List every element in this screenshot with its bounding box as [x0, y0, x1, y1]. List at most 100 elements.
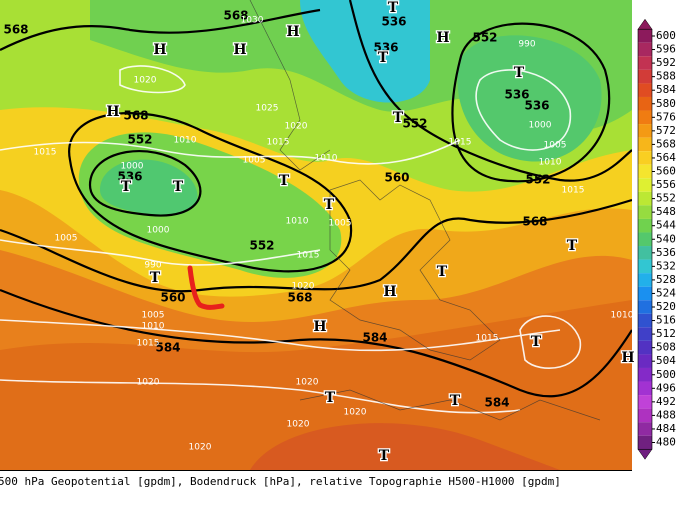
pressure-label: 990 [144, 261, 161, 271]
colorbar-label: 492 [656, 395, 676, 408]
pressure-label: 1000 [147, 226, 170, 236]
pressure-label: 1000 [121, 162, 144, 172]
colorbar-label: 512 [656, 327, 676, 340]
pressure-label: 1025 [256, 104, 279, 114]
colorbar-label: 600 [656, 29, 676, 42]
pressure-center: H [106, 104, 119, 120]
pressure-label: 1020 [189, 443, 212, 453]
colorbar-label: 540 [656, 232, 676, 245]
colorbar-cell [638, 164, 652, 179]
pressure-center: T [379, 448, 390, 464]
colorbar-cell [638, 381, 652, 396]
pressure-center: H [233, 42, 246, 58]
pressure-label: 990 [518, 40, 535, 50]
pressure-label: 1010 [286, 217, 309, 227]
pressure-center: H [436, 30, 449, 46]
pressure-label: 1020 [134, 76, 157, 86]
colorbar-cell [638, 286, 652, 301]
colorbar-cell [638, 259, 652, 274]
colorbar-cell [638, 42, 652, 57]
pressure-center: H [383, 284, 396, 300]
colorbar-cell [638, 205, 652, 219]
colorbar-label: 500 [656, 368, 676, 381]
geopotential-label: 552 [402, 117, 427, 131]
pressure-label: 1010 [539, 158, 562, 168]
colorbar-label: 552 [656, 192, 676, 205]
geopotential-label: 560 [160, 291, 185, 305]
geopotential-label: 568 [223, 9, 248, 23]
colorbar-cell [638, 96, 652, 111]
colorbar-label: 596 [656, 43, 676, 56]
pressure-label: 1005 [55, 234, 78, 244]
colorbar-label: 544 [656, 219, 676, 232]
pressure-label: 1020 [292, 282, 315, 292]
pressure-center: T [279, 173, 290, 189]
pressure-label: 1000 [529, 121, 552, 131]
geopotential-label: 568 [3, 23, 28, 37]
colorbar-cell [638, 232, 652, 247]
geopotential-label: 584 [484, 396, 509, 410]
colorbar-label: 576 [656, 110, 676, 123]
pressure-center: T [388, 0, 399, 16]
pressure-center: T [324, 197, 335, 213]
colorbar-label: 536 [656, 246, 676, 259]
colorbar-cell [638, 178, 652, 192]
annotation-mark [187, 265, 225, 310]
colorbar-cell [638, 83, 652, 97]
pressure-center: T [121, 179, 132, 195]
colorbar-label: 572 [656, 124, 676, 137]
geopotential-label: 552 [472, 31, 497, 45]
geopotential-label: 536 [117, 170, 142, 184]
geopotential-label: 552 [249, 239, 274, 253]
pressure-label: 1010 [611, 311, 634, 321]
pressure-label: 1015 [449, 138, 472, 148]
pressure-label: 1015 [267, 138, 290, 148]
geopotential-label: 552 [127, 133, 152, 147]
colorbar-cell [638, 340, 652, 355]
geopotential-label: 568 [123, 109, 148, 123]
colorbar-label: 592 [656, 56, 676, 69]
colorbar-label: 548 [656, 205, 676, 218]
geopotential-label: 552 [525, 173, 550, 187]
colorbar-cell [638, 69, 652, 84]
colorbar-label: 528 [656, 273, 676, 286]
pressure-center: T [325, 390, 336, 406]
pressure-label: 1010 [142, 322, 165, 332]
pressure-label: 1005 [243, 156, 266, 166]
colorbar-label: 480 [656, 436, 676, 449]
colorbar-label: 484 [656, 422, 676, 435]
colorbar-arrow-bottom [637, 449, 653, 460]
colorbar-cell [638, 151, 652, 165]
colorbar-arrow-top [637, 18, 653, 30]
colorbar-cell [638, 110, 652, 125]
geopotential-label: 536 [504, 88, 529, 102]
colorbar-cell [638, 137, 652, 152]
geopotential-label: 536 [524, 99, 549, 113]
pressure-label: 1020 [285, 122, 308, 132]
pressure-label: 1015 [137, 339, 160, 349]
colorbar-cell [638, 218, 652, 233]
pressure-center: H [313, 319, 326, 335]
colorbar-label: 524 [656, 286, 676, 299]
colorbar-label: 532 [656, 259, 676, 272]
geopotential-label: 536 [373, 41, 398, 55]
colorbar-cell [638, 435, 652, 450]
colorbar-label: 504 [656, 354, 676, 367]
colorbar-cell [638, 395, 652, 409]
pressure-label: 1015 [34, 148, 57, 158]
pressure-center: H [621, 350, 634, 366]
pressure-label: 1020 [137, 378, 160, 388]
pressure-center: T [378, 50, 389, 66]
colorbar-cell [638, 408, 652, 423]
pressure-center: H [286, 24, 299, 40]
pressure-center: H [153, 42, 166, 58]
colorbar-label: 520 [656, 300, 676, 313]
pressure-center: T [450, 393, 461, 409]
pressure-label: 1005 [142, 311, 165, 321]
colorbar-label: 508 [656, 341, 676, 354]
colorbar-cell [638, 354, 652, 368]
colorbar-cell [638, 246, 652, 260]
colorbar-cell [638, 422, 652, 436]
pressure-label: 1015 [562, 186, 585, 196]
